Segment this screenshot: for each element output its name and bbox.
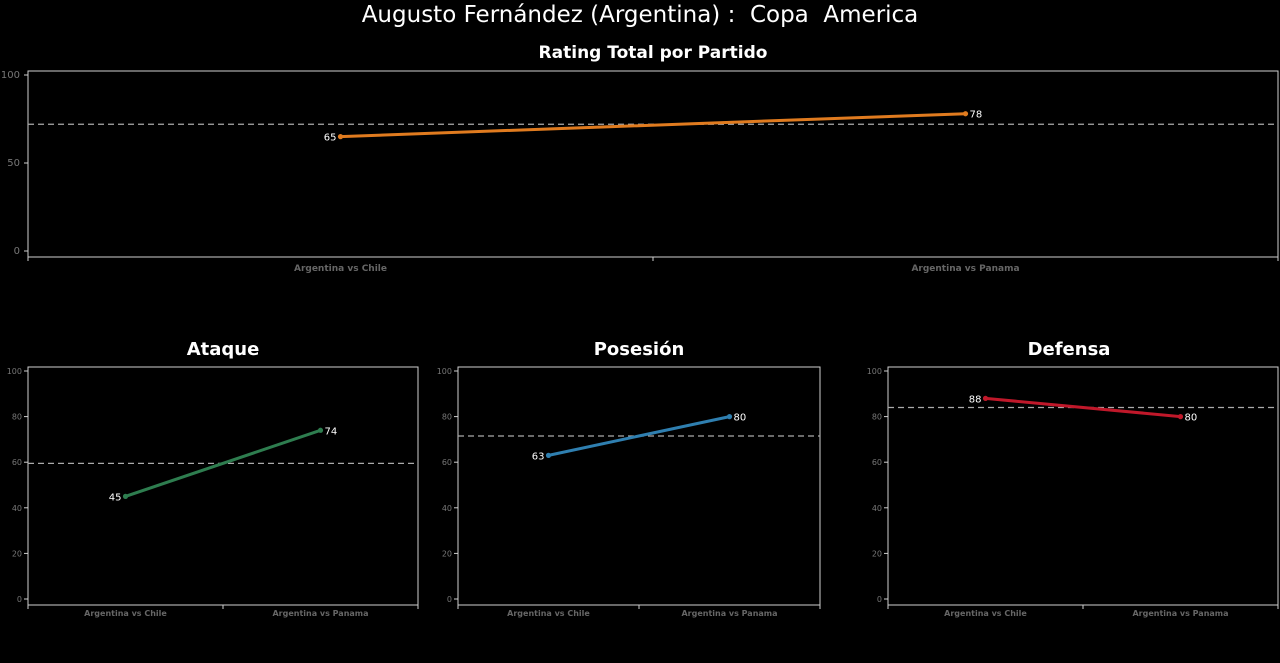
chart-title-defensa: Defensa xyxy=(1027,339,1111,360)
defensa-ytick-label: 0 xyxy=(877,595,882,604)
defensa-ytick-label: 80 xyxy=(872,413,882,422)
defensa-data-point xyxy=(982,395,989,401)
ataque-ytick-label: 0 xyxy=(17,595,22,604)
posesion-ytick-label: 60 xyxy=(442,458,452,467)
ataque-category-label: Argentina vs Panama xyxy=(272,609,368,618)
chart-title-posesion: Posesión xyxy=(593,339,685,360)
total-data-label: 65 xyxy=(324,133,337,144)
chart-title-total: Rating Total por Partido xyxy=(538,43,768,63)
total-data-point xyxy=(337,134,344,140)
ataque-series-line xyxy=(125,428,321,498)
posesion-ytick-label: 100 xyxy=(437,367,452,376)
ataque-ytick-label: 80 xyxy=(12,413,22,422)
ataque-data-point xyxy=(317,427,324,433)
total-category-label: Argentina vs Panama xyxy=(911,264,1019,274)
defensa-ytick-label: 40 xyxy=(872,504,882,513)
total-ytick-label: 50 xyxy=(7,158,20,169)
total-data-point xyxy=(962,111,969,117)
total-plot-frame xyxy=(27,70,1279,258)
defensa-data-point xyxy=(1177,414,1184,420)
defensa-ytick-label: 20 xyxy=(872,549,882,558)
posesion-ytick-label: 20 xyxy=(442,549,452,558)
defensa-series-line xyxy=(985,396,1181,419)
total-series-line xyxy=(340,112,966,139)
ataque-plot-frame xyxy=(27,366,419,606)
defensa-category-label: Argentina vs Chile xyxy=(944,609,1027,618)
posesion-data-label: 63 xyxy=(532,451,545,462)
total-ytick-label: 100 xyxy=(1,70,20,81)
defensa-ytick-label: 100 xyxy=(867,367,882,376)
posesion-plot-frame xyxy=(457,366,821,606)
defensa-plot-frame xyxy=(887,366,1279,606)
ataque-ytick-label: 20 xyxy=(12,549,22,558)
posesion-ytick-label: 80 xyxy=(442,413,452,422)
posesion-data-label: 80 xyxy=(734,413,747,424)
posesion-ytick-label: 0 xyxy=(447,595,452,604)
defensa-data-label: 88 xyxy=(969,394,982,405)
ataque-ytick-label: 100 xyxy=(7,367,22,376)
defensa-data-label: 80 xyxy=(1185,413,1198,424)
posesion-category-label: Argentina vs Chile xyxy=(507,609,590,618)
ataque-data-label: 45 xyxy=(109,492,122,503)
ataque-data-point xyxy=(122,493,129,499)
total-ytick-label: 0 xyxy=(14,246,20,257)
defensa-ytick-label: 60 xyxy=(872,458,882,467)
ataque-data-label: 74 xyxy=(325,426,338,437)
page-title: Augusto Fernández (Argentina) : Copa Ame… xyxy=(361,2,919,28)
ataque-category-label: Argentina vs Chile xyxy=(84,609,167,618)
total-category-label: Argentina vs Chile xyxy=(294,264,387,274)
defensa-category-label: Argentina vs Panama xyxy=(1132,609,1228,618)
posesion-data-point xyxy=(726,414,733,420)
ataque-ytick-label: 60 xyxy=(12,458,22,467)
posesion-ytick-label: 40 xyxy=(442,504,452,513)
ataque-ytick-label: 40 xyxy=(12,504,22,513)
total-data-label: 78 xyxy=(970,110,983,121)
posesion-series-line xyxy=(548,415,730,457)
posesion-category-label: Argentina vs Panama xyxy=(681,609,777,618)
chart-title-ataque: Ataque xyxy=(186,339,260,360)
posesion-data-point xyxy=(545,452,552,458)
